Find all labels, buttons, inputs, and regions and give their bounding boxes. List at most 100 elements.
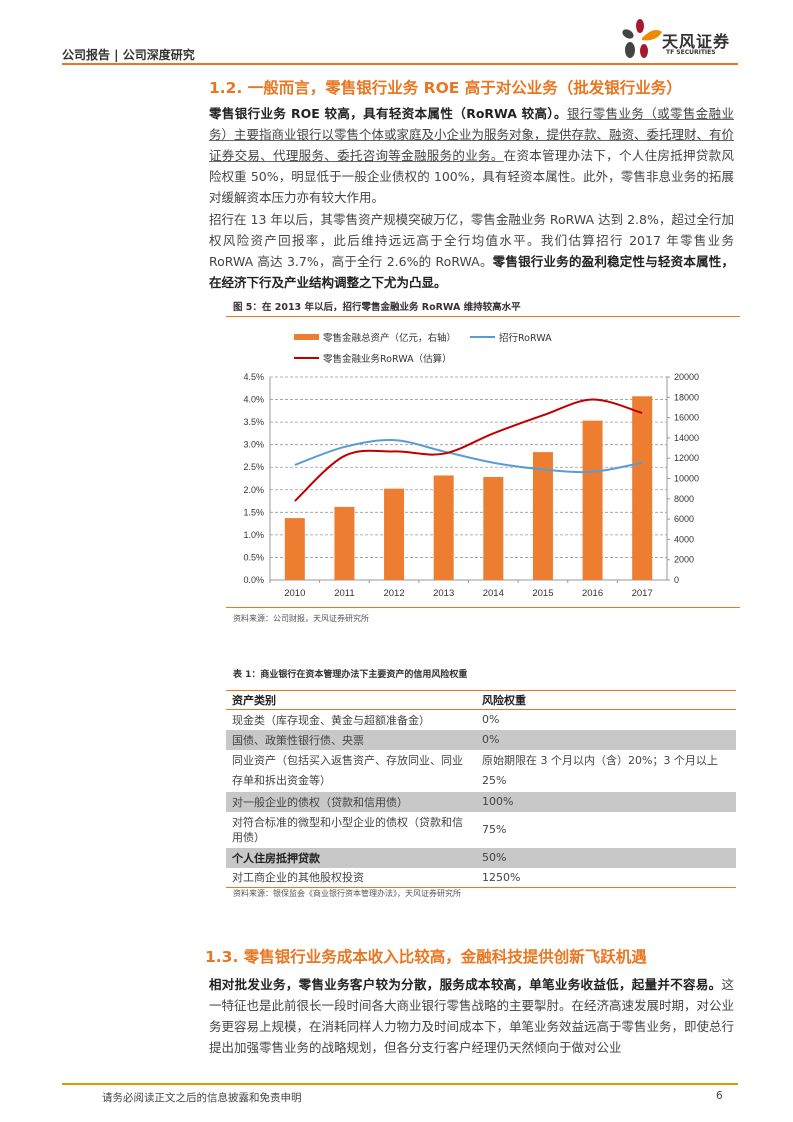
table-header-row: 资产类别 风险权重: [226, 691, 736, 710]
legend-item-cmb-rorwa: 招行RoRWA: [470, 330, 552, 344]
figure-title-divider: [226, 316, 740, 317]
right-axis-tick: 2000: [674, 555, 694, 565]
header-divider: [62, 63, 738, 65]
figure-bottom-divider: [226, 607, 740, 608]
table-row: 个人住房抵押贷款 50%: [226, 847, 736, 868]
page-number: 6: [716, 1090, 723, 1102]
combo-chart: 0.0% 0.5% 1.0% 1.5% 2.0% 2.5% 3.0% 3.5% 4.0% 4.5%…: [243, 372, 699, 599]
bar: [284, 518, 305, 580]
risk-weight-table: 资产类别 风险权重 现金类（库存现金、黄金与超额准备金） 0% 国债、政策性银行…: [226, 691, 736, 888]
legend-label: 招行RoRWA: [499, 333, 552, 344]
left-axis-tick: 4.0%: [243, 395, 264, 405]
bar: [632, 396, 653, 580]
bar: [433, 475, 454, 580]
x-axis-tick: 2011: [334, 588, 354, 599]
left-axis-tick: 0.0%: [243, 575, 264, 585]
x-axis-tick: 2013: [433, 588, 454, 599]
cell-category: 同业资产（包括买入返售资产、存放同业、同业存单和拆出资金等）: [232, 753, 463, 787]
logo-text-en: TF SECURITIES: [666, 49, 716, 56]
paragraph-3-rest: 这一特征也是此前很长一段时间各大商业银行零售战略的主要掣肘。在经济高速发展时期，…: [209, 977, 735, 1055]
cell-weight: 原始期限在 3 个月以内（含）20%；3 个月以上 25%: [482, 753, 718, 787]
table-1-title: 表 1：商业银行在资本管理办法下主要资产的信用风险权重: [233, 670, 468, 680]
section-heading-1-2: 1.2. 一般而言，零售银行业务 ROE 高于对公业务（批发银行业务）: [209, 79, 682, 97]
paragraph-2-normal: 招行在 13 年以后，其零售资产规模突破万亿，零售金融业务 RoRWA 达到 2…: [209, 212, 734, 269]
figure-5-title: 图 5：在 2013 年以后，招行零售金融业务 RoRWA 维持较高水平: [233, 302, 521, 313]
cell-weight: 1250%: [482, 870, 521, 884]
left-axis-tick: 3.0%: [243, 440, 264, 450]
right-axis-tick: 16000: [674, 413, 699, 423]
paragraph-3: 相对批发业务，零售业务客户较为分散，服务成本较高，单笔业务收益低，起量并不容易。…: [209, 974, 734, 1058]
footer-disclaimer: 请务必阅读正文之后的信息披露和免责申明: [102, 1092, 302, 1104]
right-axis-tick: 14000: [674, 433, 699, 443]
line-series: [294, 398, 643, 502]
left-axis-tick: 4.5%: [243, 372, 264, 382]
paragraph-3-bold: 相对批发业务，零售业务客户较为分散，服务成本较高，单笔业务收益低，起量并不容易。: [209, 977, 722, 992]
bar: [483, 476, 504, 580]
right-axis-tick: 6000: [674, 514, 694, 524]
table-1-source: 资料来源：银保监会《商业银行资本管理办法》，天风证券研究所: [233, 889, 461, 898]
legend-label: 零售金融总资产（亿元，右轴）: [323, 333, 457, 344]
cell-category: 对工商企业的其他股权投资: [232, 871, 364, 885]
cell-weight: 100%: [476, 791, 736, 812]
bar: [334, 506, 355, 580]
left-axis-tick: 0.5%: [243, 552, 264, 562]
bar: [582, 420, 603, 580]
x-axis-tick: 2012: [383, 588, 404, 599]
legend-swatch-red-line: [294, 357, 319, 359]
section-heading-1-3: 1.3. 零售银行业务成本收入比较高，金融科技提供创新飞跃机遇: [205, 948, 647, 966]
right-axis-tick: 4000: [674, 534, 694, 544]
cell-category: 个人住房抵押贷款: [226, 847, 476, 868]
cell-category: 现金类（库存现金、黄金与超额准备金）: [232, 713, 430, 727]
left-axis-tick: 3.5%: [243, 417, 264, 427]
x-axis-tick: 2015: [532, 588, 553, 599]
right-axis-tick: 12000: [674, 453, 699, 463]
x-axis-tick: 2010: [284, 588, 305, 599]
legend-label: 零售金融业务RoRWA（估算）: [323, 354, 452, 365]
cell-category: 对符合标准的微型和小型企业的债权（贷款和信用债）: [232, 815, 463, 844]
header-risk-weight: 风险权重: [476, 691, 736, 710]
right-axis-tick: 0: [674, 575, 679, 585]
left-axis-tick: 1.0%: [243, 530, 264, 540]
table-row: 对一般企业的债权（贷款和信用债） 100%: [226, 791, 736, 812]
right-axis-tick: 20000: [674, 372, 699, 382]
table-row: 对符合标准的微型和小型企业的债权（贷款和信用债） 75%: [226, 812, 736, 848]
table-row: 国债、政策性银行债、央票 0%: [226, 729, 736, 750]
table-row: 现金类（库存现金、黄金与超额准备金） 0%: [226, 710, 736, 730]
footer-divider: [62, 1083, 738, 1085]
paragraph-2-bold: 零售银行业务的盈利稳定性与轻资本属性，在经济下行及产业结构调整之下尤为凸显。: [209, 254, 734, 290]
paragraph-2: 招行在 13 年以后，其零售资产规模突破万亿，零售金融业务 RoRWA 达到 2…: [209, 209, 734, 293]
report-type-header: 公司报告 | 公司深度研究: [62, 48, 195, 62]
cell-weight: 75%: [482, 823, 507, 836]
left-axis-tick: 2.5%: [243, 462, 264, 472]
legend-swatch-blue-line: [470, 336, 495, 338]
x-axis-tick: 2017: [632, 588, 653, 599]
table-row: 同业资产（包括买入返售资产、存放同业、同业存单和拆出资金等） 原始期限在 3 个…: [226, 750, 736, 792]
paragraph-1-underline: 银行零售业务（或零售金融业务）主要指商业银行以零售个体或家庭及小企业为服务对象，…: [209, 106, 735, 163]
cell-weight: 0%: [482, 713, 500, 727]
right-axis-tick: 8000: [674, 494, 694, 504]
left-axis-tick: 2.0%: [243, 485, 264, 495]
legend-swatch-bar: [294, 334, 319, 340]
line-series: [294, 439, 643, 474]
tf-securities-logo-icon: [622, 19, 662, 58]
bar: [384, 488, 405, 580]
figure-5-source: 资料来源：公司财报，天风证券研究所: [233, 614, 369, 623]
cell-category: 国债、政策性银行债、央票: [226, 729, 476, 750]
paragraph-1-rest: 在资本管理办法下，个人住房抵押贷款风险权重 50%，明显低于一般企业债权的 10…: [209, 148, 734, 205]
right-axis-tick: 10000: [674, 474, 699, 484]
paragraph-1: 零售银行业务 ROE 较高，具有轻资本属性（RoRWA 较高）。银行零售业务（或…: [209, 103, 734, 208]
header-asset-category: 资产类别: [226, 691, 476, 710]
legend-item-assets: 零售金融总资产（亿元，右轴）: [294, 330, 456, 344]
cell-weight: 50%: [476, 847, 736, 868]
cell-category: 对一般企业的债权（贷款和信用债）: [226, 791, 476, 812]
cell-weight: 0%: [476, 729, 736, 750]
x-axis-tick: 2014: [483, 588, 504, 599]
table-row: 对工商企业的其他股权投资 1250%: [226, 868, 736, 888]
x-axis-tick: 2016: [582, 588, 603, 599]
paragraph-1-bold: 零售银行业务 ROE 较高，具有轻资本属性（RoRWA 较高）。: [209, 106, 567, 121]
table-top-divider: [226, 690, 736, 691]
bar: [532, 452, 553, 580]
left-axis-tick: 1.5%: [243, 507, 264, 517]
logo-text-cn: 天风证券: [662, 32, 731, 51]
right-axis-tick: 18000: [674, 392, 699, 402]
